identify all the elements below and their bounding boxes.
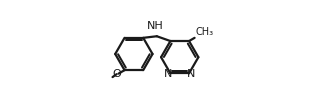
Text: N: N xyxy=(164,69,173,79)
Text: NH: NH xyxy=(148,21,164,31)
Text: N: N xyxy=(187,69,195,79)
Text: O: O xyxy=(113,69,122,79)
Text: CH₃: CH₃ xyxy=(195,27,213,37)
